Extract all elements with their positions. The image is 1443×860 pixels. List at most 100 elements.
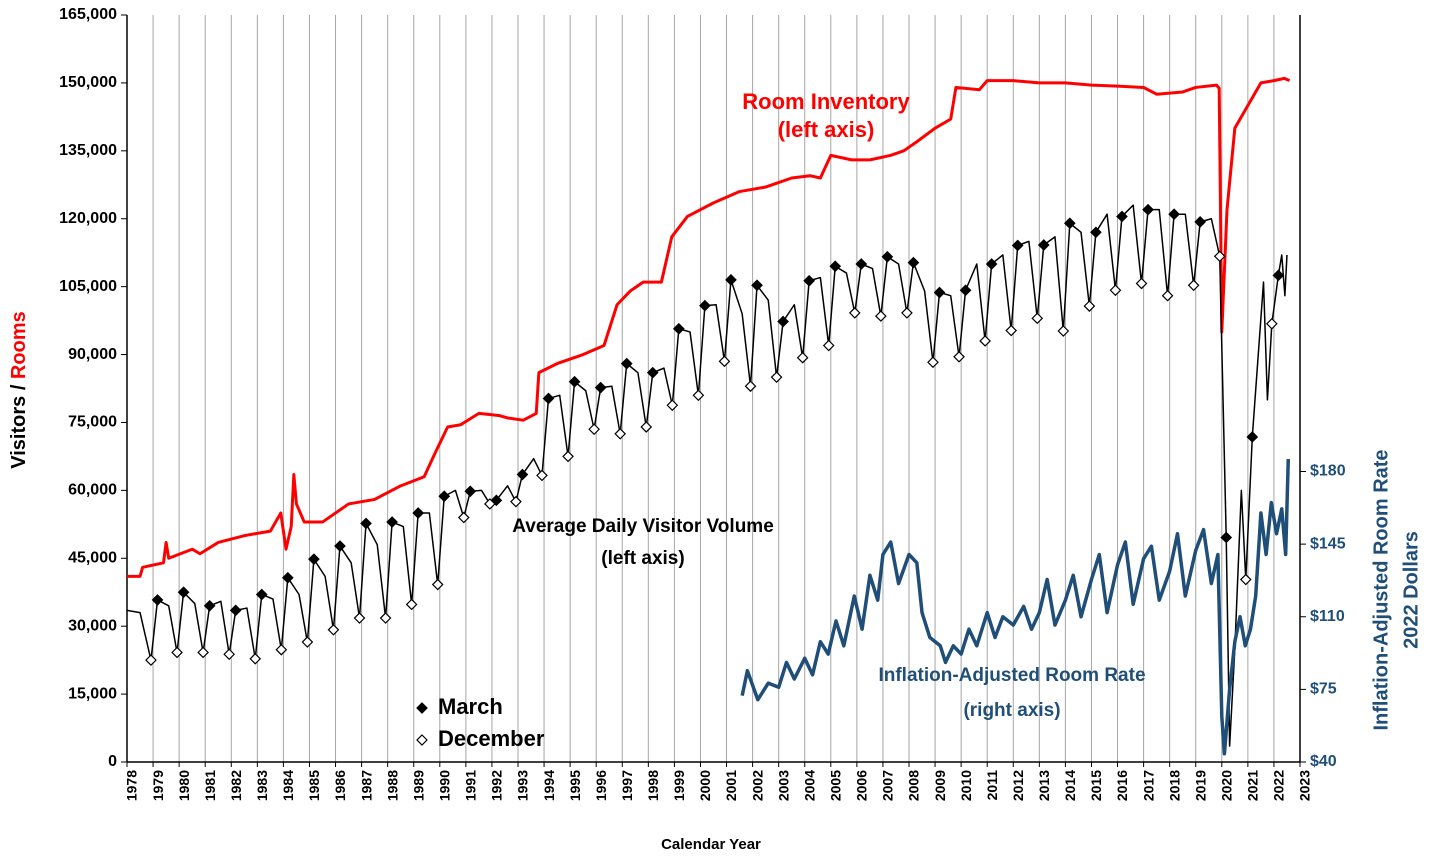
marker	[822, 339, 835, 352]
marker	[1083, 300, 1096, 312]
marker	[301, 636, 314, 648]
marker	[386, 516, 398, 528]
x-tick-label: 1990	[437, 770, 453, 801]
x-tick-label: 2013	[1036, 770, 1052, 801]
series-note: (left axis)	[601, 548, 684, 569]
marker	[881, 250, 894, 263]
x-tick-label: 2006	[854, 770, 870, 801]
y-tick-label: 0	[108, 753, 117, 770]
marker	[464, 485, 477, 498]
x-tick-label: 2017	[1140, 770, 1156, 801]
series-line	[740, 459, 1291, 756]
marker	[412, 507, 425, 519]
y-tick-label: 30,000	[68, 617, 117, 634]
marker	[751, 279, 763, 292]
series-note: (left axis)	[778, 117, 875, 142]
y-tick-label: 60,000	[68, 482, 117, 499]
marker	[353, 612, 366, 624]
x-tick-label: 2014	[1062, 770, 1078, 801]
marker	[796, 351, 809, 364]
marker	[1266, 317, 1278, 330]
marker	[1187, 279, 1200, 292]
marker	[666, 399, 679, 412]
x-tick-label: 1993	[515, 770, 531, 801]
y-tick-label: 15,000	[68, 685, 117, 702]
x-tick-label: 1985	[306, 770, 322, 801]
marker	[953, 350, 965, 363]
marker	[594, 381, 607, 394]
x-tick-label: 1987	[358, 770, 374, 801]
marker	[536, 469, 548, 482]
x-tick-label: 2000	[697, 770, 713, 801]
marker	[151, 594, 164, 606]
marker	[431, 578, 444, 591]
x-tick-label: 2008	[906, 770, 922, 801]
marker	[405, 598, 418, 611]
marker	[620, 357, 633, 370]
x-tick-label: 2002	[749, 770, 765, 801]
x-tick-label: 2023	[1297, 770, 1313, 801]
marker	[255, 588, 268, 601]
marker	[927, 356, 939, 369]
y-axis-label-part: Visitors /	[8, 384, 30, 469]
marker	[177, 586, 190, 599]
legend-marker	[416, 734, 428, 746]
x-tick-label: 2020	[1219, 770, 1235, 801]
y-tick-label: 90,000	[68, 346, 117, 363]
series-label: Room Inventory	[742, 89, 910, 114]
x-tick-label: 1982	[228, 770, 244, 801]
marker	[725, 273, 737, 286]
marker	[614, 427, 627, 440]
marker	[770, 371, 783, 384]
marker	[510, 495, 522, 508]
marker	[1194, 216, 1207, 228]
marker	[588, 423, 600, 436]
x-tick-label: 2018	[1166, 770, 1182, 801]
marker	[1037, 239, 1050, 251]
marker	[379, 612, 392, 624]
marker	[308, 553, 320, 566]
y2-axis-label: 2022 Dollars	[1400, 531, 1422, 649]
x-tick-label: 1981	[202, 770, 218, 801]
marker	[646, 366, 659, 379]
x-axis-label: Calendar Year	[661, 836, 761, 853]
x-tick-label: 1989	[410, 770, 426, 801]
x-tick-label: 2011	[984, 770, 1000, 801]
x-tick-label: 2005	[828, 770, 844, 801]
marker	[438, 490, 451, 503]
legend-marker	[416, 702, 428, 714]
y2-tick-label: $110	[1310, 608, 1345, 625]
y2-tick-label: $145	[1310, 535, 1346, 552]
marker	[1090, 226, 1102, 239]
x-tick-label: 2012	[1010, 770, 1026, 801]
marker	[855, 258, 868, 270]
x-tick-label: 1992	[489, 770, 505, 801]
x-tick-label: 2015	[1088, 770, 1104, 801]
marker	[1135, 277, 1148, 290]
x-tick-label: 1991	[463, 770, 479, 801]
y-tick-label: 135,000	[59, 142, 117, 159]
x-tick-label: 1998	[645, 770, 661, 801]
y2-axis-label: Inflation-Adjusted Room Rate	[1370, 449, 1392, 730]
marker	[1063, 217, 1076, 230]
marker	[718, 355, 731, 368]
marker	[699, 299, 711, 312]
y-axis-label-highlight: Rooms	[8, 311, 30, 379]
y-tick-label: 120,000	[59, 210, 117, 227]
marker	[1239, 573, 1252, 586]
x-tick-label: 2009	[932, 770, 948, 801]
marker	[203, 599, 216, 612]
y-tick-label: 45,000	[68, 549, 117, 566]
marker	[985, 258, 998, 270]
marker	[1116, 210, 1128, 223]
x-tick-label: 2003	[775, 770, 791, 801]
y-tick-label: 75,000	[68, 414, 117, 431]
marker	[1161, 289, 1174, 302]
marker	[744, 380, 757, 393]
x-tick-label: 2004	[801, 770, 817, 801]
x-tick-label: 2016	[1114, 770, 1130, 801]
x-tick-label: 2007	[880, 770, 896, 801]
marker	[562, 450, 574, 463]
marker	[907, 256, 920, 269]
x-tick-label: 1997	[619, 770, 635, 801]
